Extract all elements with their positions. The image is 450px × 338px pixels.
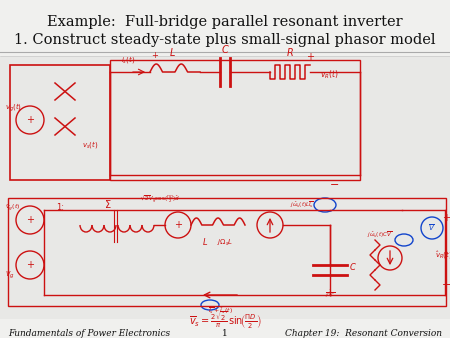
Text: R: R <box>287 48 293 58</box>
Bar <box>8 198 446 306</box>
Text: +: + <box>26 260 34 270</box>
Text: $v_g(t)$: $v_g(t)$ <box>5 102 22 114</box>
Text: $\frac{1}{j\Omega_s C}$: $\frac{1}{j\Omega_s C}$ <box>324 288 335 301</box>
Text: $j\hat{\omega}_s(t)L\overline{I_s}$: $j\hat{\omega}_s(t)L\overline{I_s}$ <box>290 200 314 210</box>
Text: 1. Construct steady-state plus small-signal phasor model: 1. Construct steady-state plus small-sig… <box>14 33 436 47</box>
Text: +: + <box>152 51 158 60</box>
Text: $\Sigma$: $\Sigma$ <box>104 198 112 210</box>
Text: +: + <box>26 115 34 125</box>
Text: C: C <box>221 45 228 55</box>
Text: 1: 1 <box>222 329 228 338</box>
Bar <box>10 65 110 180</box>
Text: $j\Omega_s L$: $j\Omega_s L$ <box>217 238 233 248</box>
Text: $\sqrt{2}V_g\cos(\frac{\Pi D}{2})\hat{d}$: $\sqrt{2}V_g\cos(\frac{\Pi D}{2})\hat{d}… <box>140 193 180 205</box>
Bar <box>0 57 450 319</box>
Text: −: − <box>330 180 340 190</box>
Text: $i_s(t)$: $i_s(t)$ <box>121 54 135 65</box>
Text: +: + <box>26 215 34 225</box>
Text: 1:: 1: <box>56 203 64 212</box>
Text: Fundamentals of Power Electronics: Fundamentals of Power Electronics <box>8 329 170 338</box>
Text: $\overline{I_s}+\hat{i}_s(t)$: $\overline{I_s}+\hat{i}_s(t)$ <box>207 305 233 316</box>
Text: C: C <box>350 264 356 272</box>
Text: $\hat{v}_R(t)$: $\hat{v}_R(t)$ <box>435 249 450 261</box>
Text: +: + <box>442 213 450 223</box>
Text: $v_g$: $v_g$ <box>5 269 15 281</box>
Text: $\overline{v}_s = \frac{2\sqrt{2}}{\pi}\,\mathrm{sin}\!\left(\frac{\Pi D}{2}\rig: $\overline{v}_s = \frac{2\sqrt{2}}{\pi}\… <box>189 309 261 331</box>
Text: +: + <box>306 52 314 62</box>
Bar <box>110 60 360 180</box>
Text: L: L <box>202 238 207 247</box>
Text: −: − <box>442 280 450 290</box>
Text: $\hat{v}_g(t)$: $\hat{v}_g(t)$ <box>5 202 20 214</box>
Text: +: + <box>174 220 182 230</box>
Text: $j\hat{\omega}_s(t)C\overline{V}$: $j\hat{\omega}_s(t)C\overline{V}$ <box>367 230 393 240</box>
Text: $v_R(t)$: $v_R(t)$ <box>320 69 339 81</box>
Text: $\overline{V}$: $\overline{V}$ <box>428 223 436 233</box>
Text: Chapter 19:  Resonant Conversion: Chapter 19: Resonant Conversion <box>285 329 442 338</box>
Text: $v_s(t)$: $v_s(t)$ <box>82 140 99 150</box>
Text: Example:  Full-bridge parallel resonant inverter: Example: Full-bridge parallel resonant i… <box>47 15 403 29</box>
Text: L: L <box>169 48 175 58</box>
